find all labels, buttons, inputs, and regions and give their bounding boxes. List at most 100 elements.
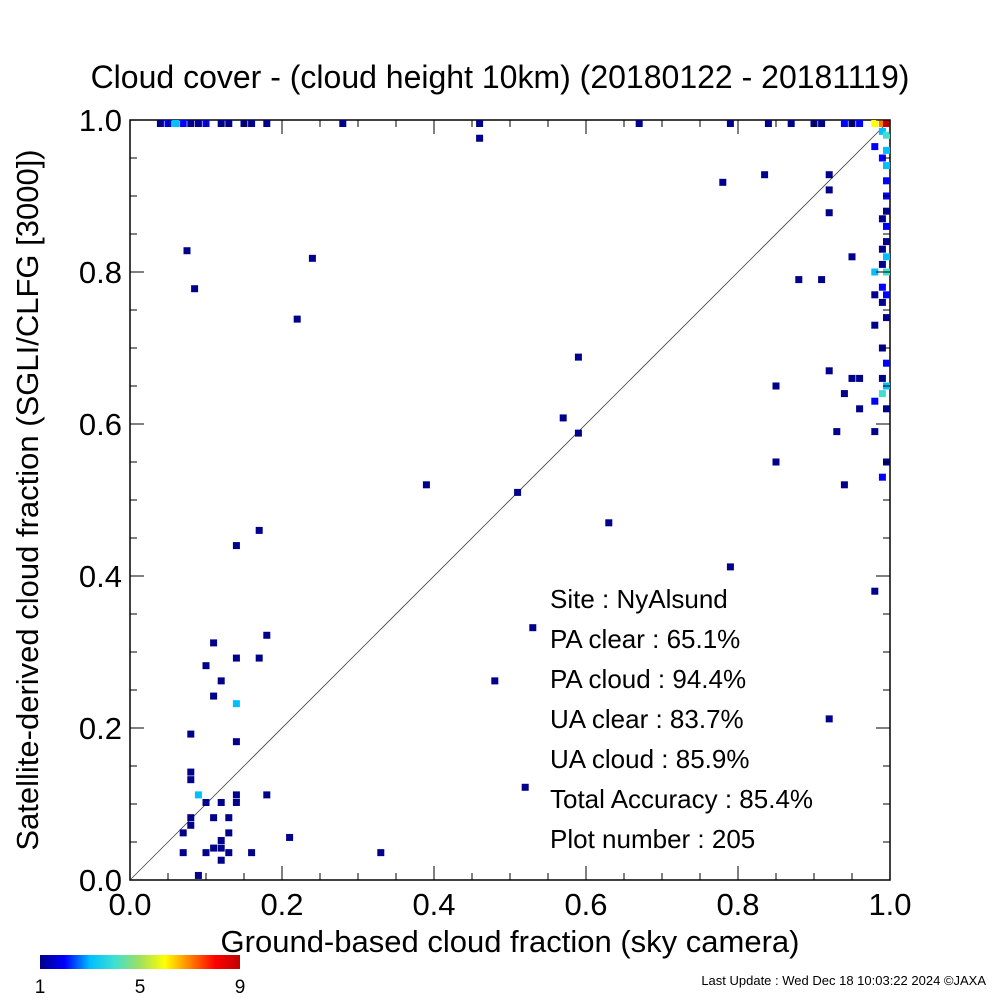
data-point	[194, 791, 202, 799]
data-point	[232, 798, 240, 806]
data-point	[263, 791, 271, 799]
y-tick-label: 0.8	[79, 255, 122, 290]
data-point	[217, 844, 225, 852]
x-tick-label: 0.2	[260, 887, 303, 922]
chart-title: Cloud cover - (cloud height 10km) (20180…	[91, 59, 910, 95]
data-point	[878, 298, 886, 306]
data-point	[878, 245, 886, 253]
data-point	[217, 856, 225, 864]
ticks-group: 0.0 0.2 0.4 0.6 0.8 1.0 0.0 0.2 0.4 0.6 0.8 1.0	[79, 103, 912, 922]
data-point	[871, 268, 879, 276]
data-point	[883, 238, 890, 246]
data-point	[217, 120, 225, 127]
data-point	[191, 285, 199, 293]
data-point	[529, 624, 537, 632]
y-tick-label: 0.0	[79, 863, 122, 898]
data-point	[795, 276, 803, 284]
data-point	[476, 120, 484, 127]
stat-line: PA clear : 65.1%	[550, 624, 740, 654]
data-point	[818, 120, 826, 127]
data-point	[840, 120, 848, 127]
data-point	[878, 127, 886, 135]
data-point	[217, 798, 225, 806]
data-point	[232, 542, 240, 550]
data-point	[225, 814, 233, 822]
data-point	[825, 367, 833, 375]
data-point	[187, 768, 195, 776]
data-point	[179, 120, 187, 127]
data-point	[825, 186, 833, 194]
data-point	[202, 849, 210, 857]
y-axis-label: Satellite-derived cloud fraction (SGLI/C…	[10, 149, 45, 850]
stat-line: UA clear : 83.7%	[550, 704, 744, 734]
data-point	[883, 146, 890, 154]
data-point	[871, 321, 879, 329]
data-point	[210, 844, 218, 852]
x-tick-label: 0.8	[716, 887, 759, 922]
data-point	[187, 730, 195, 738]
data-point	[871, 397, 879, 405]
data-point	[210, 639, 218, 647]
data-point	[172, 120, 180, 127]
data-point	[883, 359, 890, 367]
data-point	[883, 177, 890, 185]
data-point	[179, 829, 187, 837]
x-tick-label: 0.0	[108, 887, 151, 922]
data-point	[255, 526, 263, 534]
data-point	[210, 692, 218, 700]
data-point	[848, 374, 856, 382]
data-point	[883, 162, 890, 170]
colorbar-tick-label: 5	[135, 977, 146, 998]
data-point	[840, 390, 848, 398]
data-point	[202, 798, 210, 806]
data-point	[883, 120, 890, 127]
data-point	[878, 374, 886, 382]
data-point	[263, 120, 271, 127]
data-point	[883, 405, 890, 413]
stat-line: Total Accuracy : 85.4%	[550, 784, 813, 814]
data-point	[194, 120, 202, 127]
data-point	[263, 631, 271, 639]
data-point	[878, 260, 886, 268]
data-point	[871, 120, 879, 127]
data-point	[878, 473, 886, 481]
x-axis-label: Ground-based cloud fraction (sky camera)	[221, 924, 800, 959]
data-point	[764, 120, 772, 127]
data-point	[559, 414, 567, 422]
stat-line: Plot number : 205	[550, 824, 755, 854]
data-point	[422, 481, 430, 489]
data-point	[605, 519, 613, 527]
data-point	[856, 405, 864, 413]
y-tick-label: 0.4	[79, 559, 122, 594]
data-point	[856, 120, 864, 127]
data-point	[377, 849, 385, 857]
stat-line: Site : NyAlsund	[550, 584, 728, 614]
data-point	[308, 254, 316, 262]
colorbar-gradient	[40, 955, 240, 969]
data-point	[878, 283, 886, 291]
data-point	[883, 291, 890, 299]
y-tick-label: 0.2	[79, 711, 122, 746]
x-tick-label: 1.0	[868, 887, 911, 922]
data-point	[726, 120, 734, 127]
data-point	[183, 247, 191, 255]
data-point	[825, 209, 833, 217]
data-point	[825, 171, 833, 179]
data-point	[878, 215, 886, 223]
colorbar: 1 5 9	[35, 955, 246, 998]
data-point	[187, 821, 195, 829]
colorbar-tick-label: 9	[235, 977, 246, 998]
data-point	[871, 587, 879, 595]
data-point	[187, 776, 195, 784]
data-point	[883, 253, 890, 261]
data-point	[202, 662, 210, 670]
data-point	[833, 428, 841, 436]
data-point	[476, 134, 484, 142]
data-point	[248, 120, 256, 127]
data-point	[883, 131, 890, 139]
data-point	[761, 171, 769, 179]
data-point	[787, 120, 795, 127]
footer-last-update: Last Update : Wed Dec 18 10:03:22 2024 ©…	[701, 973, 986, 988]
data-point	[878, 120, 886, 127]
x-tick-label: 0.4	[412, 887, 455, 922]
